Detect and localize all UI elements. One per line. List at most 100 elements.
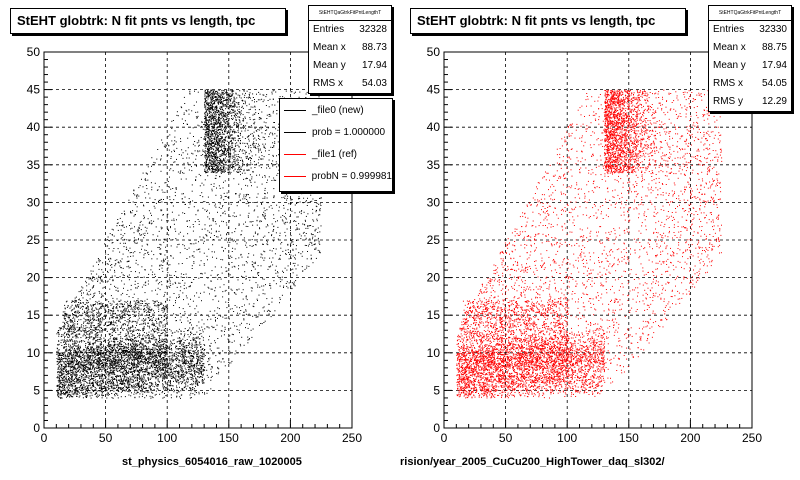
scatter-point	[221, 96, 223, 98]
scatter-point	[128, 328, 130, 330]
scatter-point	[262, 158, 264, 160]
scatter-point	[217, 366, 219, 368]
scatter-point	[107, 239, 108, 241]
scatter-point	[74, 355, 76, 357]
scatter-point	[229, 352, 231, 354]
scatter-point	[135, 393, 137, 395]
scatter-point	[99, 282, 101, 284]
scatter-point	[127, 306, 129, 307]
scatter-point	[108, 325, 109, 326]
scatter-point	[91, 382, 92, 384]
scatter-point	[91, 392, 93, 394]
scatter-point	[238, 171, 240, 173]
scatter-point	[78, 356, 80, 358]
scatter-point	[152, 359, 154, 361]
scatter-point	[307, 251, 308, 252]
scatter-point	[235, 93, 237, 95]
scatter-point	[188, 356, 190, 358]
scatter-point	[218, 230, 220, 232]
scatter-point	[131, 378, 133, 380]
scatter-point	[138, 382, 140, 384]
scatter-point	[132, 358, 134, 360]
scatter-point	[144, 323, 146, 325]
scatter-point	[244, 103, 246, 105]
scatter-point	[127, 385, 129, 387]
scatter-point	[101, 377, 103, 379]
scatter-point	[317, 232, 319, 233]
scatter-point	[245, 297, 247, 299]
scatter-point	[174, 281, 176, 283]
scatter-point	[89, 392, 91, 394]
scatter-point	[127, 390, 129, 392]
scatter-point	[114, 354, 116, 356]
scatter-point	[210, 149, 212, 150]
scatter-point	[156, 321, 157, 323]
scatter-point	[67, 390, 69, 391]
scatter-point	[188, 370, 190, 372]
scatter-point	[152, 316, 154, 318]
scatter-point	[271, 234, 273, 236]
scatter-point	[300, 211, 302, 213]
scatter-point	[99, 374, 101, 376]
scatter-point	[212, 95, 213, 97]
scatter-point	[138, 302, 140, 304]
scatter-point	[88, 390, 90, 391]
scatter-point	[58, 396, 60, 398]
scatter-point	[249, 323, 250, 325]
scatter-point	[122, 364, 124, 366]
scatter-point	[108, 341, 110, 343]
scatter-point	[60, 339, 62, 341]
scatter-point	[257, 300, 258, 301]
scatter-point	[164, 254, 166, 256]
scatter-point	[232, 112, 234, 114]
scatter-point	[135, 344, 137, 346]
scatter-point	[182, 212, 184, 214]
scatter-point	[65, 378, 67, 380]
scatter-point	[107, 360, 109, 362]
scatter-point	[178, 307, 180, 309]
scatter-point	[82, 312, 84, 314]
scatter-point	[85, 312, 87, 314]
scatter-point	[204, 392, 205, 394]
scatter-point	[199, 248, 201, 250]
scatter-point	[209, 156, 211, 158]
scatter-point	[76, 368, 78, 370]
scatter-point	[152, 385, 154, 387]
scatter-point	[196, 348, 197, 350]
scatter-point	[152, 352, 154, 354]
scatter-point	[207, 119, 209, 121]
scatter-point	[225, 270, 227, 272]
scatter-point	[268, 115, 270, 117]
scatter-point	[308, 245, 309, 247]
scatter-point	[75, 389, 77, 391]
scatter-point	[211, 325, 213, 327]
scatter-point	[78, 355, 80, 357]
scatter-point	[188, 342, 190, 344]
scatter-point	[218, 111, 220, 113]
scatter-point	[272, 110, 274, 112]
scatter-point	[165, 374, 167, 376]
scatter-point	[120, 340, 122, 342]
scatter-point	[233, 124, 235, 126]
scatter-point	[283, 287, 284, 288]
scatter-point	[65, 367, 67, 369]
scatter-point	[138, 352, 140, 354]
scatter-point	[179, 231, 181, 233]
scatter-point	[142, 361, 144, 363]
scatter-point	[175, 314, 177, 316]
scatter-point	[318, 203, 320, 205]
scatter-point	[68, 364, 70, 366]
scatter-point	[314, 230, 316, 232]
scatter-point	[98, 390, 100, 392]
scatter-point	[192, 230, 194, 232]
scatter-point	[205, 146, 207, 148]
scatter-point	[171, 140, 173, 142]
scatter-point	[186, 249, 188, 250]
scatter-point	[236, 325, 238, 327]
scatter-point	[128, 381, 129, 383]
scatter-point	[158, 355, 160, 357]
scatter-point	[221, 117, 223, 119]
scatter-point	[79, 328, 81, 330]
scatter-point	[206, 162, 208, 164]
scatter-point	[211, 371, 212, 373]
